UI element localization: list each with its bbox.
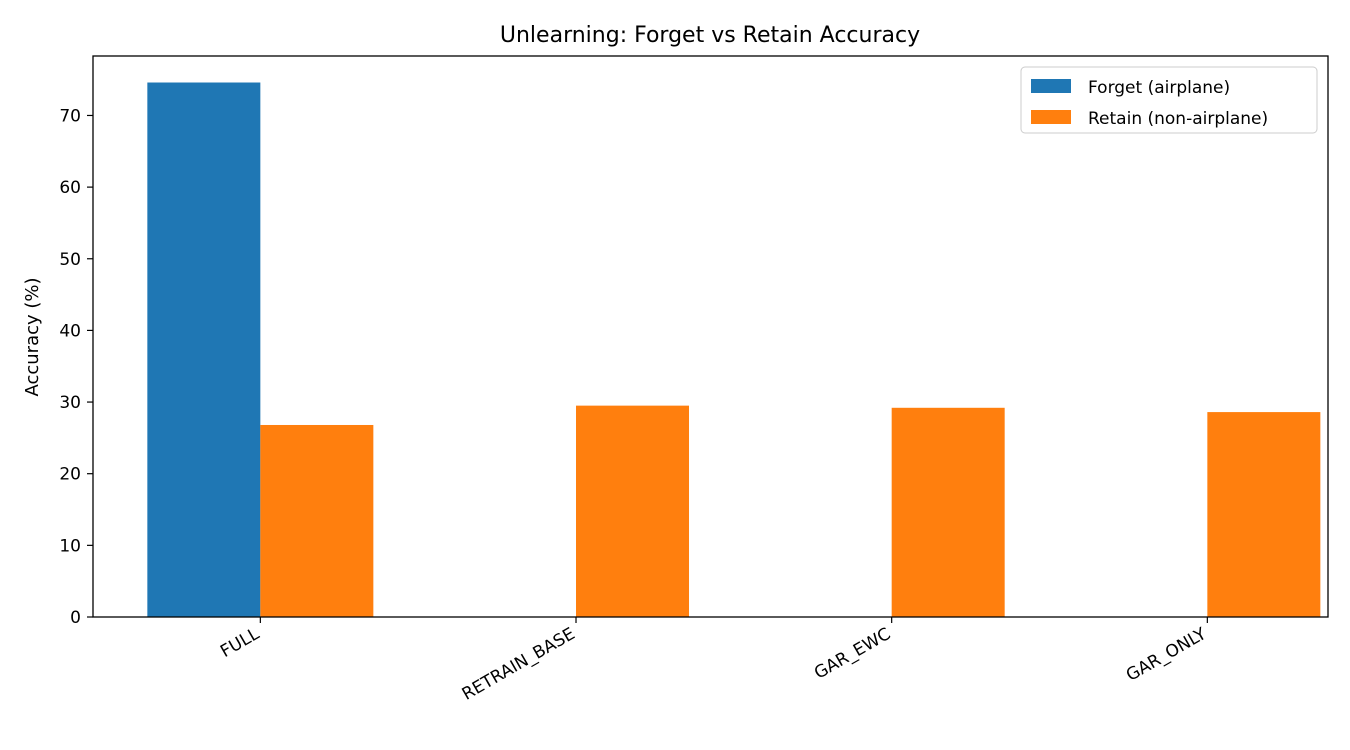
x-tick-label: RETRAIN_BASE — [459, 624, 579, 705]
y-tick-label: 30 — [59, 393, 81, 413]
bar-retain-full — [260, 424, 374, 617]
x-tick-label: GAR_EWC — [811, 624, 894, 684]
x-tick-label: FULL — [217, 624, 263, 662]
y-tick-label: 60 — [59, 178, 81, 198]
legend-swatch — [1031, 79, 1071, 93]
legend-swatch — [1031, 110, 1071, 124]
bar-forget-full — [147, 82, 261, 617]
y-tick-label: 10 — [59, 536, 81, 556]
legend: Forget (airplane) Retain (non-airplane) — [1020, 66, 1318, 134]
axes-frame — [92, 55, 1329, 618]
bar-retain-gar_ewc — [891, 407, 1005, 617]
y-tick-label: 0 — [70, 608, 81, 628]
legend-label: Retain (non-airplane) — [1088, 109, 1268, 129]
y-axis-label: Accuracy (%) — [22, 277, 43, 396]
y-tick-label: 40 — [59, 321, 81, 341]
legend-label: Forget (airplane) — [1088, 78, 1230, 98]
bar-retain-gar_only — [1207, 412, 1321, 617]
plot-area: 0 10 20 30 40 50 60 70 FULL RETRAIN_BASE GAR_EWC GA… — [59, 55, 1329, 705]
bar-retain-retrain_base — [576, 405, 690, 617]
y-tick-label: 50 — [59, 250, 81, 270]
x-tick-label: GAR_ONLY — [1123, 624, 1210, 686]
chart-title: Unlearning: Forget vs Retain Accuracy — [500, 23, 920, 48]
y-tick-label: 20 — [59, 465, 81, 485]
legend-box — [1020, 66, 1318, 134]
y-tick-label: 70 — [59, 106, 81, 126]
